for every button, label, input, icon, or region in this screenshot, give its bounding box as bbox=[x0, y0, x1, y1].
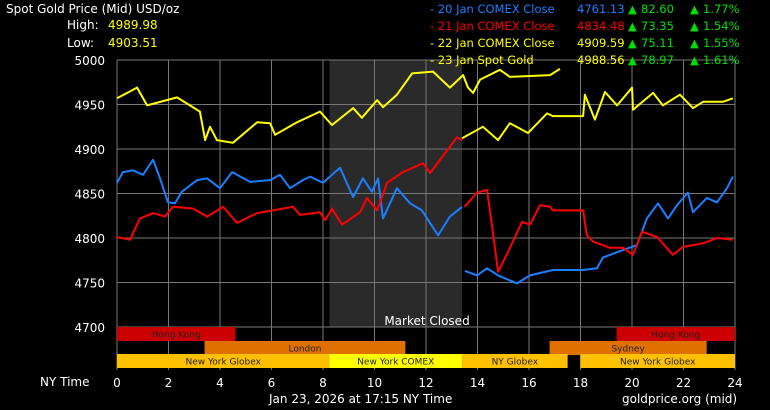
session-bar bbox=[549, 341, 707, 355]
legend-label: - 21 Jan COMEX Close bbox=[430, 19, 555, 33]
session-label: New York COMEX bbox=[357, 358, 434, 368]
up-arrow-icon: ▲ bbox=[628, 36, 637, 50]
low-label: Low: bbox=[67, 36, 95, 50]
legend-price: 4988.56 bbox=[577, 53, 625, 67]
y-tick-label: 4900 bbox=[74, 143, 105, 157]
session-label: NY Globex bbox=[492, 358, 539, 368]
up-arrow-icon: ▲ bbox=[628, 19, 637, 33]
legend-change: 73.35 bbox=[641, 19, 674, 33]
x-tick-label: 0 bbox=[113, 376, 121, 390]
x-tick-label: 8 bbox=[319, 376, 327, 390]
legend-change: 78.97 bbox=[641, 53, 674, 67]
session-bar bbox=[329, 354, 463, 368]
session-label: New York Globex bbox=[185, 358, 261, 368]
legend-pct: 1.55% bbox=[703, 36, 740, 50]
x-tick-label: 20 bbox=[624, 376, 639, 390]
series-line bbox=[461, 86, 734, 142]
session-label: Hong Kong bbox=[152, 331, 201, 341]
session-bar bbox=[616, 327, 735, 341]
x-axis-label: NY Time bbox=[40, 375, 90, 389]
high-label: High: bbox=[67, 18, 99, 32]
session-label: London bbox=[288, 345, 321, 355]
session-label: Sydney bbox=[611, 345, 645, 355]
y-tick-label: 4800 bbox=[74, 232, 105, 246]
up-arrow-icon: ▲ bbox=[690, 19, 699, 33]
x-tick-label: 22 bbox=[676, 376, 691, 390]
x-tick-label: 16 bbox=[521, 376, 536, 390]
legend-pct: 1.77% bbox=[703, 2, 740, 16]
session-bar bbox=[117, 354, 330, 368]
low-value: 4903.51 bbox=[108, 36, 158, 50]
session-bar bbox=[117, 327, 236, 341]
series-line bbox=[116, 158, 463, 237]
chart-title: Spot Gold Price (Mid) USD/oz bbox=[6, 2, 180, 16]
up-arrow-icon: ▲ bbox=[690, 53, 699, 67]
up-arrow-icon: ▲ bbox=[690, 36, 699, 50]
legend-price: 4834.48 bbox=[577, 19, 625, 33]
x-tick-label: 24 bbox=[727, 376, 742, 390]
x-tick-label: 4 bbox=[216, 376, 224, 390]
x-tick-label: 12 bbox=[418, 376, 433, 390]
legend-label: - 23 Jan Spot Gold bbox=[430, 53, 534, 67]
series-line bbox=[463, 188, 734, 273]
y-tick-label: 4700 bbox=[74, 321, 105, 335]
series-line bbox=[116, 68, 561, 144]
series-line bbox=[116, 136, 463, 241]
y-tick-label: 4950 bbox=[74, 99, 105, 113]
legend-price: 4761.13 bbox=[577, 2, 625, 16]
up-arrow-icon: ▲ bbox=[690, 2, 699, 16]
source-label: goldprice.org (mid) bbox=[622, 392, 738, 406]
y-tick-label: 4750 bbox=[74, 277, 105, 291]
session-bar bbox=[462, 354, 568, 368]
session-bar bbox=[580, 354, 735, 368]
x-tick-label: 18 bbox=[573, 376, 588, 390]
y-tick-label: 5000 bbox=[74, 54, 105, 68]
up-arrow-icon: ▲ bbox=[628, 53, 637, 67]
legend-change: 82.60 bbox=[641, 2, 674, 16]
legend-change: 75.11 bbox=[641, 36, 674, 50]
legend-pct: 1.61% bbox=[703, 53, 740, 67]
x-tick-label: 10 bbox=[367, 376, 382, 390]
y-tick-label: 4850 bbox=[74, 188, 105, 202]
x-tick-label: 6 bbox=[268, 376, 276, 390]
legend-pct: 1.54% bbox=[703, 19, 740, 33]
timestamp: Jan 23, 2026 at 17:15 NY Time bbox=[269, 392, 453, 406]
legend-label: - 20 Jan COMEX Close bbox=[430, 2, 555, 16]
legend-label: - 22 Jan COMEX Close bbox=[430, 36, 555, 50]
session-bar bbox=[204, 341, 406, 355]
legend-price: 4909.59 bbox=[577, 36, 625, 50]
x-tick-label: 2 bbox=[165, 376, 173, 390]
session-label: Hong Kong bbox=[651, 331, 700, 341]
market-closed-label: Market Closed bbox=[384, 314, 469, 328]
up-arrow-icon: ▲ bbox=[628, 2, 637, 16]
high-value: 4989.98 bbox=[108, 18, 158, 32]
series-line bbox=[464, 176, 734, 285]
session-label: New York Globex bbox=[620, 358, 696, 368]
x-tick-label: 14 bbox=[470, 376, 485, 390]
